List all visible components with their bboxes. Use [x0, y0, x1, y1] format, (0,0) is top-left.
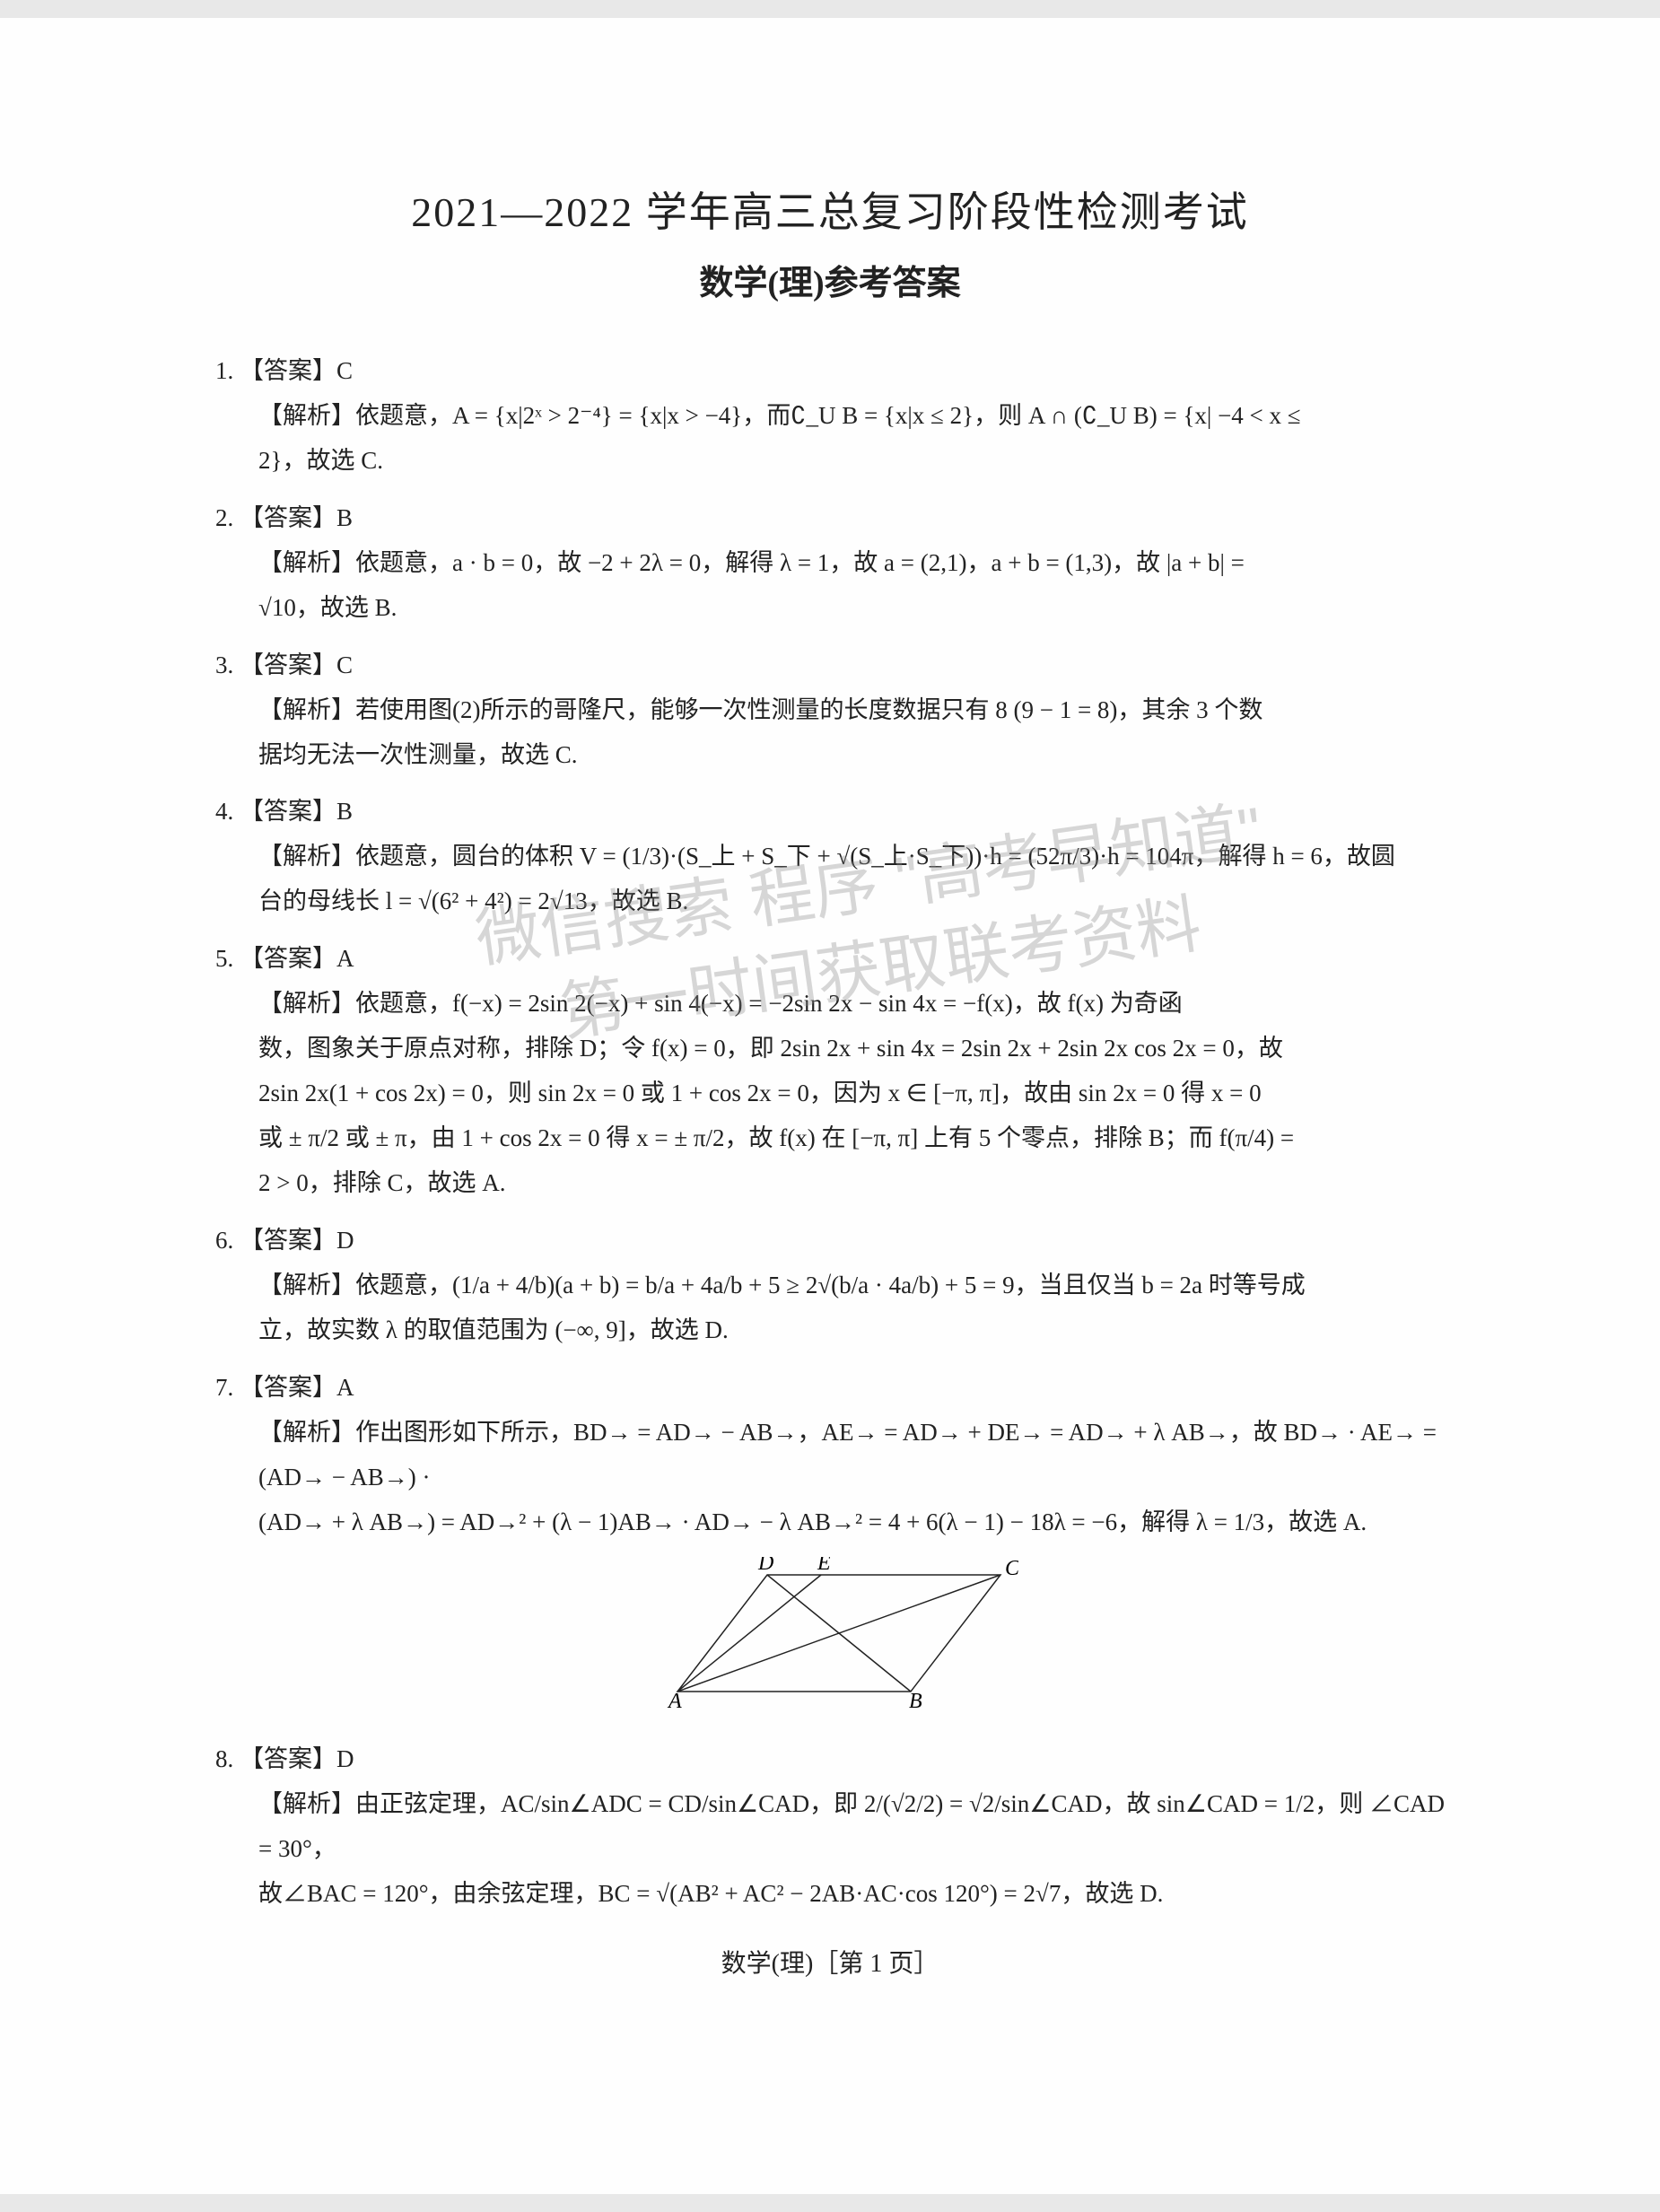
title-sub: 数学(理)参考答案	[215, 255, 1445, 304]
answer-label: 【答案】B	[240, 798, 353, 825]
analysis-line: 【解析】依题意，圆台的体积 V = (1/3)·(S_上 + S_下 + √(S…	[215, 835, 1445, 879]
analysis-line: √10，故选 B.	[215, 586, 1445, 631]
svg-text:B: B	[909, 1690, 922, 1709]
analysis-line: 或 ± π/2 或 ± π，由 1 + cos 2x = 0 得 x = ± π…	[215, 1116, 1445, 1161]
problem-number: 4.	[215, 798, 233, 825]
problem-number: 1.	[215, 357, 233, 384]
analysis-line: 【解析】依题意，A = {x|2ˣ > 2⁻⁴} = {x|x > −4}，而∁…	[215, 394, 1445, 439]
analysis-line: 故∠BAC = 120°，由余弦定理，BC = √(AB² + AC² − 2A…	[215, 1872, 1445, 1917]
problem-1: 1. 【答案】C 【解析】依题意，A = {x|2ˣ > 2⁻⁴} = {x|x…	[215, 349, 1445, 484]
problem-number: 3.	[215, 651, 233, 678]
analysis-line: (AD→ + λ AB→) = AD→² + (λ − 1)AB→ · AD→ …	[215, 1500, 1445, 1545]
problem-number: 8.	[215, 1745, 233, 1772]
analysis-line: 【解析】依题意，f(−x) = 2sin 2(−x) + sin 4(−x) =…	[215, 982, 1445, 1027]
answer-label: 【答案】C	[240, 651, 353, 678]
page-footer: 数学(理)［第 1 页］	[215, 1944, 1445, 1980]
svg-text:D: D	[757, 1557, 773, 1575]
answer-label: 【答案】D	[240, 1745, 354, 1772]
title-main: 2021—2022 学年高三总复习阶段性检测考试	[215, 179, 1445, 239]
analysis-line: 立，故实数 λ 的取值范围为 (−∞, 9]，故选 D.	[215, 1308, 1445, 1353]
problem-7: 7. 【答案】A 【解析】作出图形如下所示，BD→ = AD→ − AB→，AE…	[215, 1366, 1445, 1726]
analysis-line: 2}，故选 C.	[215, 439, 1445, 484]
analysis-line: 据均无法一次性测量，故选 C.	[215, 733, 1445, 778]
parallelogram-diagram: A B C D E	[215, 1557, 1445, 1725]
problem-3: 3. 【答案】C 【解析】若使用图(2)所示的哥隆尺，能够一次性测量的长度数据只…	[215, 643, 1445, 778]
diagram-svg: A B C D E	[642, 1557, 1018, 1709]
problem-2: 2. 【答案】B 【解析】依题意，a · b = 0，故 −2 + 2λ = 0…	[215, 496, 1445, 631]
document-page: 2021—2022 学年高三总复习阶段性检测考试 数学(理)参考答案 微信搜索 …	[0, 18, 1660, 2194]
svg-text:C: C	[1005, 1557, 1018, 1580]
analysis-line: 【解析】若使用图(2)所示的哥隆尺，能够一次性测量的长度数据只有 8 (9 − …	[215, 688, 1445, 733]
problem-5: 5. 【答案】A 【解析】依题意，f(−x) = 2sin 2(−x) + si…	[215, 937, 1445, 1206]
analysis-line: 【解析】依题意，a · b = 0，故 −2 + 2λ = 0，解得 λ = 1…	[215, 541, 1445, 586]
analysis-line: 2 > 0，排除 C，故选 A.	[215, 1161, 1445, 1206]
svg-text:A: A	[667, 1690, 682, 1709]
problem-number: 7.	[215, 1374, 233, 1401]
analysis-line: 台的母线长 l = √(6² + 4²) = 2√13，故选 B.	[215, 879, 1445, 924]
problem-8: 8. 【答案】D 【解析】由正弦定理，AC/sin∠ADC = CD/sin∠C…	[215, 1737, 1445, 1917]
problem-number: 2.	[215, 504, 233, 531]
analysis-line: 【解析】依题意，(1/a + 4/b)(a + b) = b/a + 4a/b …	[215, 1263, 1445, 1308]
answer-label: 【答案】D	[240, 1227, 354, 1254]
svg-text:E: E	[817, 1557, 831, 1575]
answer-label: 【答案】A	[240, 945, 354, 972]
problem-4: 4. 【答案】B 【解析】依题意，圆台的体积 V = (1/3)·(S_上 + …	[215, 790, 1445, 924]
answer-label: 【答案】C	[240, 357, 353, 384]
analysis-line: 【解析】由正弦定理，AC/sin∠ADC = CD/sin∠CAD，即 2/(√…	[215, 1782, 1445, 1872]
problem-number: 6.	[215, 1227, 233, 1254]
problem-number: 5.	[215, 945, 233, 972]
analysis-line: 【解析】作出图形如下所示，BD→ = AD→ − AB→，AE→ = AD→ +…	[215, 1411, 1445, 1500]
analysis-line: 数，图象关于原点对称，排除 D；令 f(x) = 0，即 2sin 2x + s…	[215, 1027, 1445, 1071]
problem-6: 6. 【答案】D 【解析】依题意，(1/a + 4/b)(a + b) = b/…	[215, 1219, 1445, 1353]
answer-label: 【答案】B	[240, 504, 353, 531]
answer-label: 【答案】A	[240, 1374, 354, 1401]
analysis-line: 2sin 2x(1 + cos 2x) = 0，则 sin 2x = 0 或 1…	[215, 1071, 1445, 1116]
